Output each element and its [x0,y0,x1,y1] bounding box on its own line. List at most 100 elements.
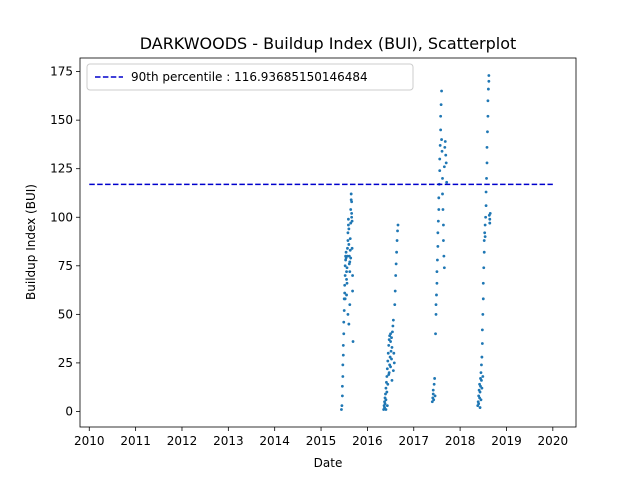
data-point [480,363,483,367]
plot-area [79,57,577,428]
data-point [433,377,437,380]
data-point [348,248,352,252]
data-point [391,324,395,328]
legend-label: 90th percentile : 116.93685150146484 [131,70,368,84]
data-point [434,312,438,316]
data-point [341,353,345,357]
plot-background [80,58,576,427]
data-point [440,89,443,93]
data-point [387,338,391,342]
data-point [481,281,485,285]
data-point [385,390,389,394]
data-point [342,309,346,312]
data-point [387,344,391,347]
y-axis: 0 25 50 75 100 125 150 175 [50,65,80,418]
y-tick-label: 125 [50,162,73,176]
data-point [481,297,485,301]
data-point [343,274,347,277]
x-tick-label: 2012 [167,434,198,448]
data-point [484,190,488,194]
data-point [340,384,344,388]
data-point [438,143,442,147]
data-point [393,289,397,293]
data-point [349,192,353,196]
data-point [442,165,446,169]
x-tick-label: 2020 [538,434,569,448]
data-point [349,256,353,260]
data-point [438,169,442,173]
data-point [348,237,352,241]
data-point [442,239,445,242]
data-point [390,345,394,349]
data-point [487,79,491,83]
data-point [434,303,438,307]
data-point [340,394,344,398]
data-point [344,256,348,260]
data-point [396,229,399,233]
data-point [345,270,348,274]
data-point [347,243,351,246]
data-point [480,342,484,345]
data-point [345,293,348,297]
data-point [348,270,352,274]
data-point [443,145,447,149]
data-point [431,392,435,396]
data-point [350,211,354,215]
data-point [479,371,483,375]
data-point [486,87,490,91]
data-point [436,219,440,223]
data-point [345,281,349,285]
data-point [385,367,389,371]
data-point [341,363,345,367]
data-point [445,180,449,184]
data-point [385,404,389,408]
data-point [442,223,445,227]
data-point [392,351,396,355]
y-axis-label: Buildup Index (BUI) [24,184,38,300]
data-point [435,270,439,274]
data-point [386,351,390,355]
data-point [387,371,391,375]
data-point [478,406,482,409]
data-point [443,140,447,143]
data-point [347,223,350,227]
data-point [343,291,347,295]
data-point [389,365,392,369]
data-point [487,74,491,77]
data-point [439,114,443,118]
legend-box [86,63,414,91]
data-point [480,355,484,359]
data-point [477,402,481,406]
data-point [351,274,354,277]
data-point [341,375,345,378]
data-point [478,390,482,394]
x-axis: 2010 2011 2012 2013 2014 2015 2016 2017 2018 2019… [74,427,568,448]
x-tick-label: 2014 [259,434,290,448]
data-point [483,231,487,235]
data-point [390,378,394,382]
data-points [340,74,492,411]
data-point [480,386,484,390]
data-point [441,177,444,180]
data-point [439,103,443,107]
data-point [439,128,443,132]
data-point [347,322,351,326]
data-point [349,208,353,211]
data-point [485,161,489,165]
data-point [430,400,434,404]
data-point [481,375,485,378]
data-point [343,264,347,268]
data-point [348,303,352,307]
data-point [433,394,437,398]
data-point [393,303,397,307]
data-point [346,239,350,242]
data-point [486,99,490,103]
data-point [384,386,388,390]
y-tick-label: 0 [65,404,73,418]
data-point [350,200,354,204]
data-point [386,382,390,386]
data-point [442,254,446,258]
data-point [343,297,347,301]
data-point [488,221,492,225]
data-point [346,246,349,250]
